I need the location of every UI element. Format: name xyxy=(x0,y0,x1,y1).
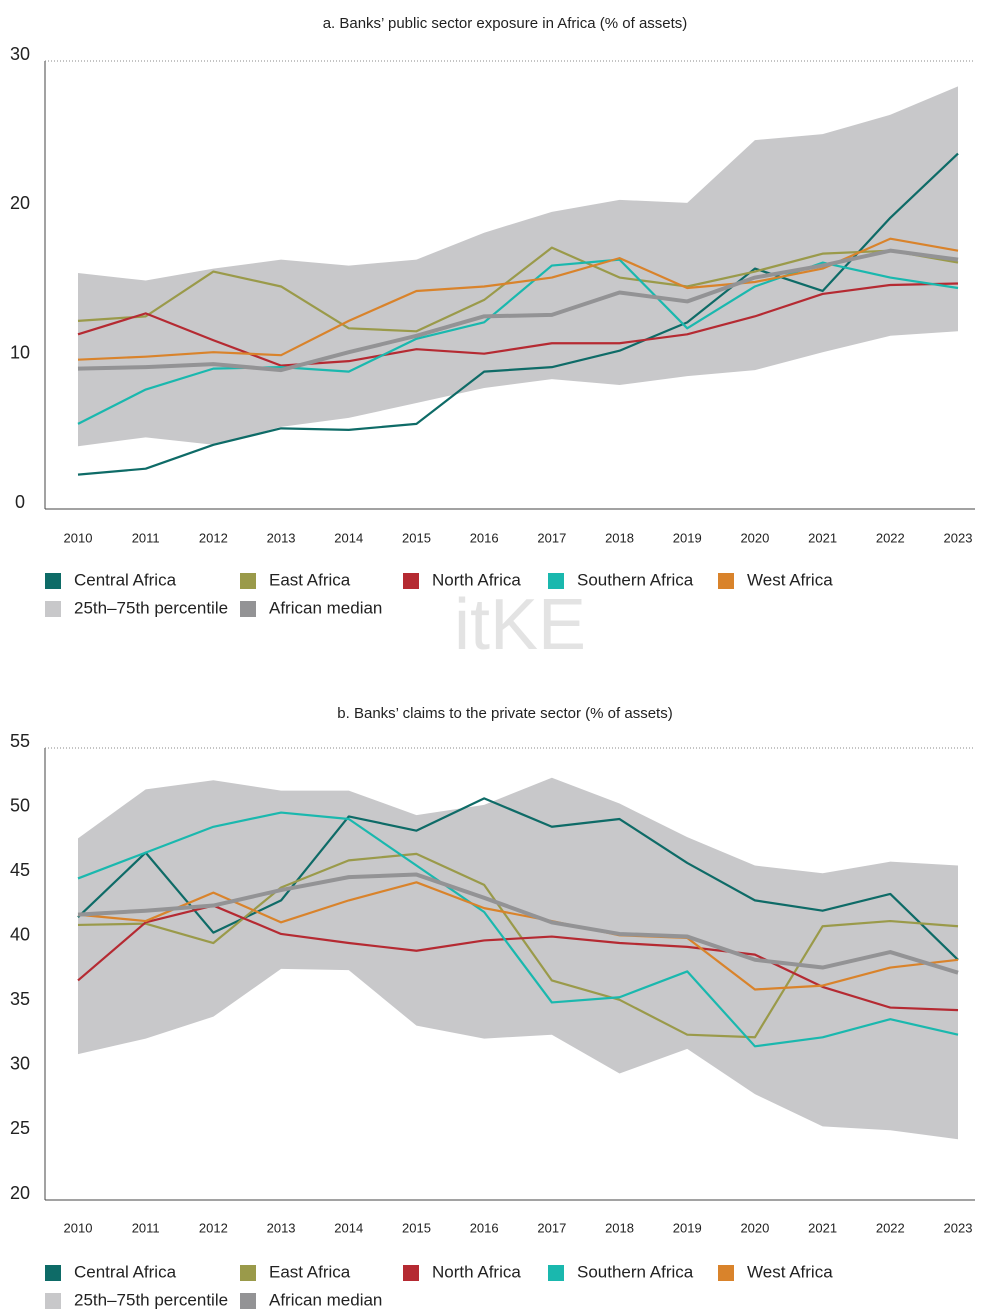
x-tick-label: 2015 xyxy=(402,1220,431,1235)
legend-label: 25th–75th percentile xyxy=(74,1290,228,1309)
legend-swatch xyxy=(240,1293,256,1309)
x-tick-label: 2018 xyxy=(605,1220,634,1235)
x-tick-label: 2016 xyxy=(470,530,499,545)
x-tick-label: 2011 xyxy=(132,530,160,545)
series-line xyxy=(77,881,959,991)
legend-swatch xyxy=(548,1265,564,1281)
legend-label: West Africa xyxy=(747,570,833,589)
y-tick-label: 25 xyxy=(10,1118,30,1138)
legend-label: Central Africa xyxy=(74,1262,177,1281)
x-tick-label: 2015 xyxy=(402,530,431,545)
series-line xyxy=(77,237,959,361)
y-tick-label: 35 xyxy=(10,989,30,1009)
legend-swatch xyxy=(240,601,256,617)
y-tick-label: 0 xyxy=(15,492,25,512)
series-line xyxy=(77,152,959,476)
legend-swatch xyxy=(240,1265,256,1281)
legend-swatch xyxy=(45,601,61,617)
x-tick-label: 2021 xyxy=(808,530,837,545)
x-tick-label: 2012 xyxy=(199,1220,228,1235)
x-tick-label: 2021 xyxy=(808,1220,837,1235)
chart: b. Banks’ claims to the private sector (… xyxy=(10,705,975,1309)
series-line xyxy=(77,811,959,1048)
legend-swatch xyxy=(548,573,564,589)
legend-swatch xyxy=(45,573,61,589)
legend-swatch xyxy=(718,1265,734,1281)
legend-swatch xyxy=(45,1293,61,1309)
y-tick-label: 30 xyxy=(10,1054,30,1074)
legend-label: Southern Africa xyxy=(577,570,694,589)
legend-label: North Africa xyxy=(432,1262,521,1281)
legend-label: African median xyxy=(269,598,382,617)
y-tick-label: 40 xyxy=(10,924,30,944)
legend-label: West Africa xyxy=(747,1262,833,1281)
series-line xyxy=(77,282,959,367)
chart-title: b. Banks’ claims to the private sector (… xyxy=(337,705,672,722)
legend-label: African median xyxy=(269,1290,382,1309)
y-tick-label: 30 xyxy=(10,44,30,64)
legend-swatch xyxy=(403,573,419,589)
legend-label: East Africa xyxy=(269,1262,351,1281)
legend-label: Southern Africa xyxy=(577,1262,694,1281)
x-tick-label: 2014 xyxy=(334,1220,363,1235)
series-line xyxy=(77,797,959,961)
charts: a. Banks’ public sector exposure in Afri… xyxy=(10,15,975,1309)
legend-swatch xyxy=(45,1265,61,1281)
x-tick-label: 2010 xyxy=(64,1220,93,1235)
x-tick-label: 2023 xyxy=(944,530,973,545)
legend-label: Central Africa xyxy=(74,570,177,589)
x-tick-label: 2019 xyxy=(673,1220,702,1235)
legend-label: 25th–75th percentile xyxy=(74,598,228,617)
x-tick-label: 2017 xyxy=(537,1220,566,1235)
x-tick-label: 2022 xyxy=(876,530,905,545)
x-tick-label: 2013 xyxy=(267,530,296,545)
series-line xyxy=(77,904,959,1012)
legend-label: East Africa xyxy=(269,570,351,589)
x-tick-label: 2012 xyxy=(199,530,228,545)
y-tick-label: 45 xyxy=(10,860,30,880)
chart: a. Banks’ public sector exposure in Afri… xyxy=(10,15,975,617)
y-tick-label: 20 xyxy=(10,1183,30,1203)
x-tick-label: 2023 xyxy=(944,1220,973,1235)
y-tick-label: 10 xyxy=(10,342,30,362)
percentile-band xyxy=(78,86,958,447)
series-line xyxy=(77,852,959,1039)
series-line xyxy=(77,872,959,975)
x-tick-label: 2017 xyxy=(537,530,566,545)
legend-swatch xyxy=(718,573,734,589)
x-tick-label: 2020 xyxy=(740,1220,769,1235)
legend-swatch xyxy=(403,1265,419,1281)
x-tick-label: 2011 xyxy=(132,1220,160,1235)
x-tick-label: 2014 xyxy=(334,530,363,545)
y-tick-label: 55 xyxy=(10,731,30,751)
x-tick-label: 2018 xyxy=(605,530,634,545)
series-line xyxy=(77,246,959,333)
x-tick-label: 2020 xyxy=(740,530,769,545)
x-tick-label: 2016 xyxy=(470,1220,499,1235)
x-tick-label: 2022 xyxy=(876,1220,905,1235)
x-tick-label: 2010 xyxy=(64,530,93,545)
x-tick-label: 2013 xyxy=(267,1220,296,1235)
legend-label: North Africa xyxy=(432,570,521,589)
y-tick-label: 20 xyxy=(10,193,30,213)
x-tick-label: 2019 xyxy=(673,530,702,545)
legend-swatch xyxy=(240,573,256,589)
series-line xyxy=(77,248,959,373)
y-tick-label: 50 xyxy=(10,795,30,815)
chart-title: a. Banks’ public sector exposure in Afri… xyxy=(323,15,688,32)
watermark: itKE xyxy=(454,585,586,665)
